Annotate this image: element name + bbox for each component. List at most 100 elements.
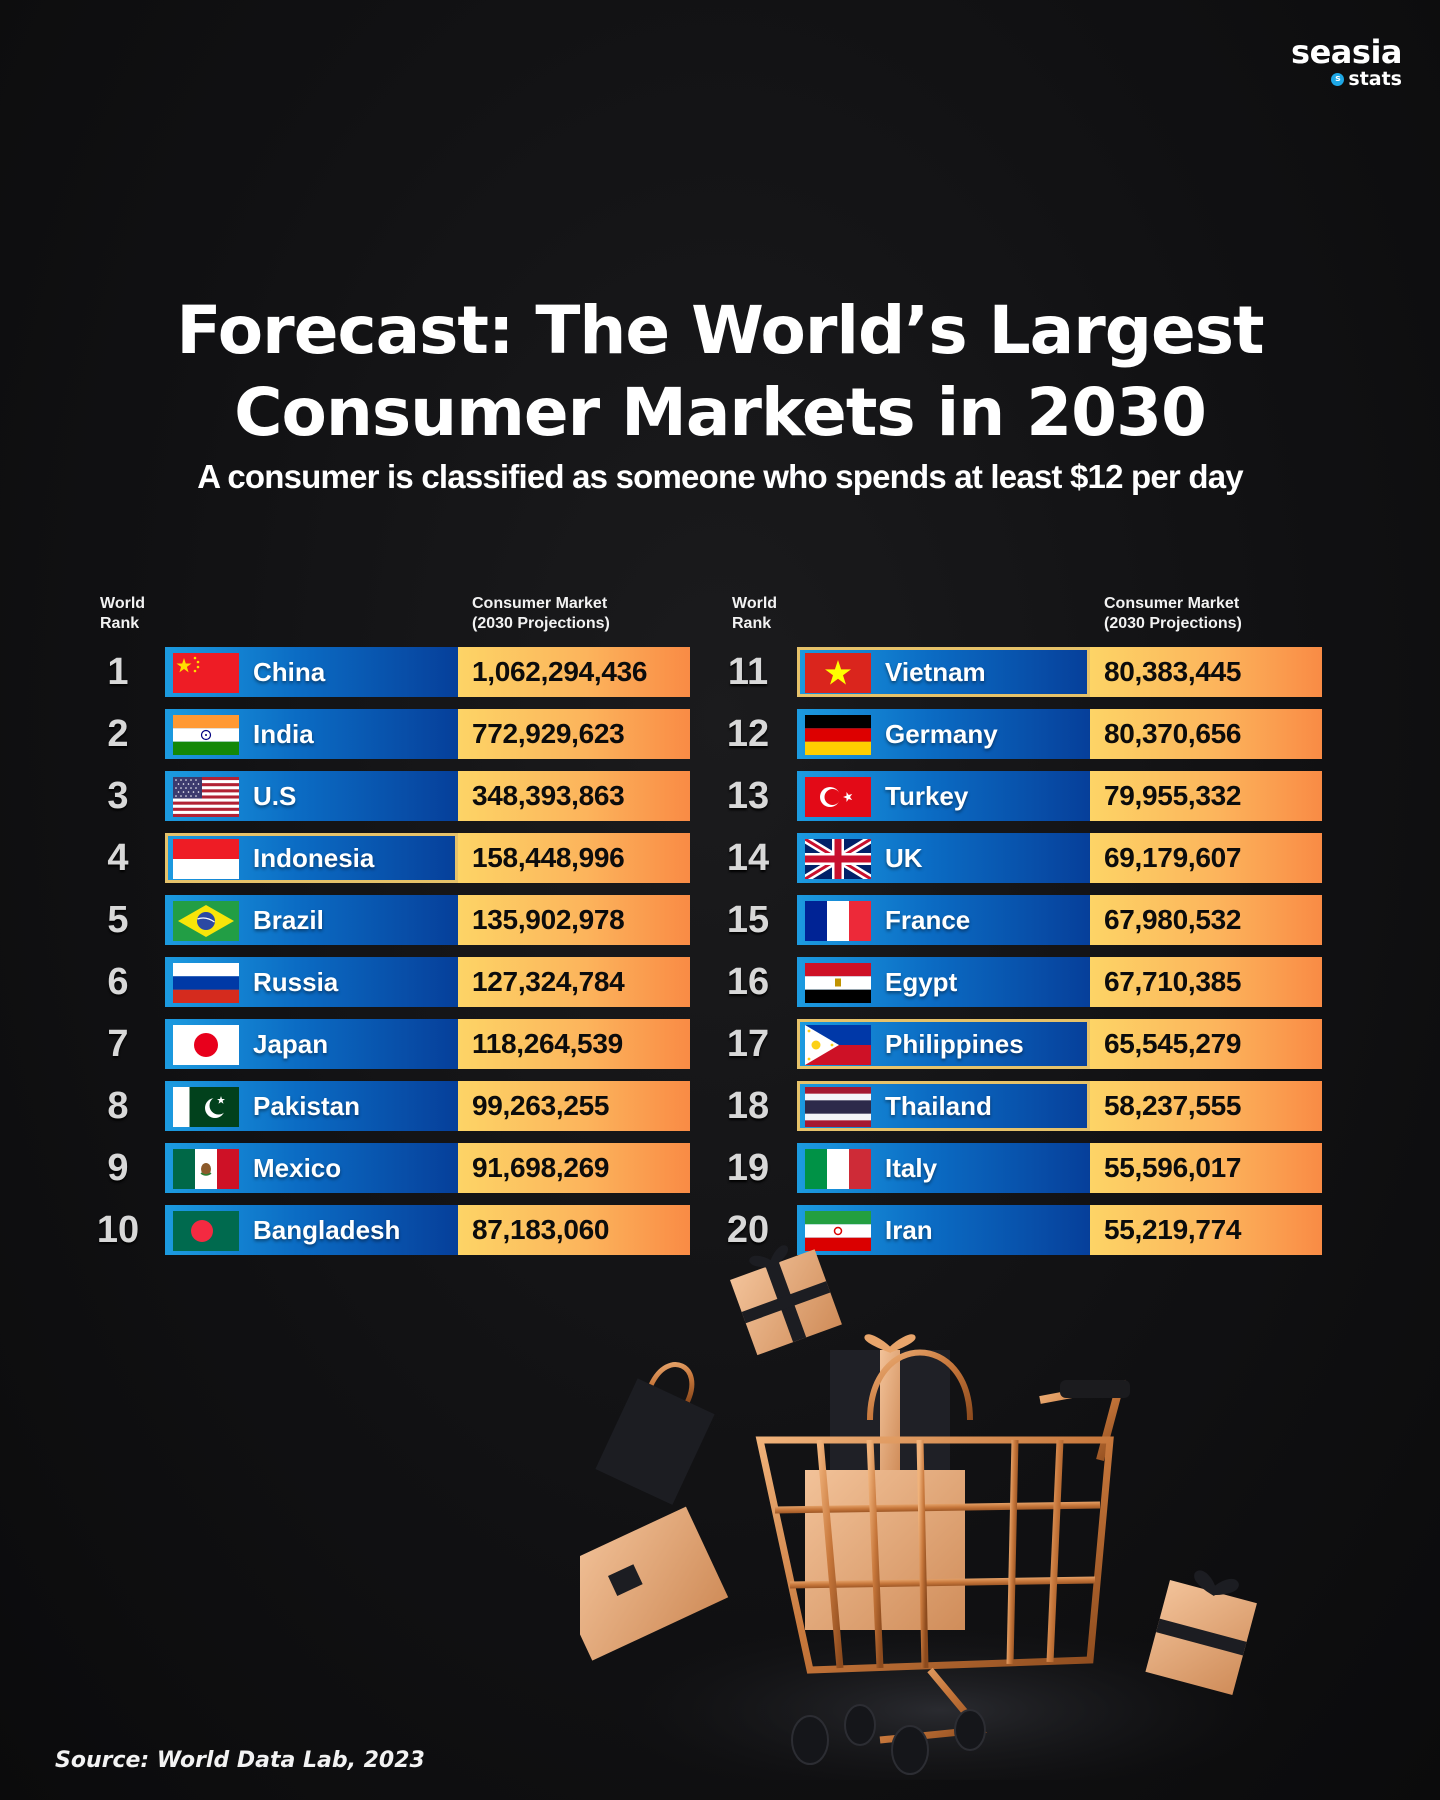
world-rank: 1 <box>107 651 129 693</box>
country-cell: UK <box>797 833 1090 883</box>
world-rank: 2 <box>107 713 129 755</box>
table-row: 16 Egypt 67,710,385 <box>0 956 1440 1008</box>
table-row: 7 Japan 118,264,539 <box>0 1018 1440 1070</box>
table-row: 10 Bangladesh 87,183,060 <box>0 1204 1440 1256</box>
market-value-cell: 69,179,607 <box>1090 833 1322 883</box>
world-rank: 17 <box>726 1023 770 1065</box>
market-value-cell: 55,596,017 <box>1090 1143 1322 1193</box>
world-rank: 15 <box>726 899 770 941</box>
market-header-line-1: Consumer Market <box>1104 595 1240 612</box>
world-rank: 10 <box>96 1209 140 1251</box>
country-cell: Vietnam <box>797 647 1090 697</box>
rank-header-line-1: World <box>732 595 778 612</box>
table-row: 1 China 1,062,294,436 <box>0 646 1440 698</box>
table-row: 2 India 772,929,623 <box>0 708 1440 760</box>
country-bar: Bangladesh 87,183,060 <box>165 1205 690 1255</box>
mexico-flag-icon <box>173 1149 239 1189</box>
country-name: Vietnam <box>885 657 986 687</box>
country-name: Egypt <box>885 967 958 997</box>
egypt-flag-icon <box>805 963 871 1003</box>
market-value-cell: 67,980,532 <box>1090 895 1322 945</box>
world-rank: 13 <box>726 775 770 817</box>
germany-flag-icon <box>805 715 871 755</box>
market-value-cell: 80,370,656 <box>1090 709 1322 759</box>
table-row: 8 Pakistan 99,263,255 <box>0 1080 1440 1132</box>
country-cell: Germany <box>797 709 1090 759</box>
world-rank: 9 <box>107 1147 129 1189</box>
rank-header-right: World Rank <box>732 594 777 634</box>
country-bar: France 67,980,532 <box>797 895 1322 945</box>
country-cell: Bangladesh <box>165 1205 458 1255</box>
logo-sub: s stats <box>1291 68 1402 90</box>
country-bar: UK 69,179,607 <box>797 833 1322 883</box>
country-name: U.S <box>253 781 297 811</box>
world-rank: 20 <box>726 1209 770 1251</box>
brazil-flag-icon <box>173 901 239 941</box>
country-cell: Iran <box>797 1205 1090 1255</box>
world-rank: 4 <box>107 837 129 879</box>
country-cell: France <box>797 895 1090 945</box>
country-cell: Philippines <box>797 1019 1090 1069</box>
japan-flag-icon <box>173 1025 239 1065</box>
consumer-market-value: 99,263,255 <box>472 1090 610 1121</box>
world-rank: 16 <box>726 961 770 1003</box>
page-title: Forecast: The World’s Largest Consumer M… <box>0 290 1440 454</box>
world-rank: 3 <box>107 775 129 817</box>
market-value-cell: 91,698,269 <box>458 1143 690 1193</box>
title-line-1: Forecast: The World’s Largest <box>176 292 1264 369</box>
country-bar: Turkey 79,955,332 <box>797 771 1322 821</box>
country-cell: Thailand <box>797 1081 1090 1131</box>
consumer-market-value: 80,383,445 <box>1104 656 1242 687</box>
country-cell: India <box>165 709 458 759</box>
table-row: 11 Vietnam 80,383,445 <box>0 646 1440 698</box>
world-rank: 5 <box>107 899 129 941</box>
market-value-cell: 772,929,623 <box>458 709 690 759</box>
vietnam-flag-icon <box>805 653 871 693</box>
world-rank: 14 <box>726 837 770 879</box>
consumer-market-value: 55,219,774 <box>1104 1214 1242 1245</box>
country-cell: Pakistan <box>165 1081 458 1131</box>
country-cell: Japan <box>165 1019 458 1069</box>
country-name: China <box>253 657 326 687</box>
market-value-cell: 135,902,978 <box>458 895 690 945</box>
market-value-cell: 55,219,774 <box>1090 1205 1322 1255</box>
consumer-market-value: 118,264,539 <box>472 1028 623 1059</box>
country-name: Pakistan <box>253 1091 360 1121</box>
consumer-market-value: 80,370,656 <box>1104 718 1242 749</box>
table-row: 18 Thailand 58,237,555 <box>0 1080 1440 1132</box>
market-header-line-1: Consumer Market <box>472 595 608 612</box>
consumer-market-value: 91,698,269 <box>472 1152 610 1183</box>
country-bar: Mexico 91,698,269 <box>165 1143 690 1193</box>
rank-header-line-2: Rank <box>100 615 140 632</box>
world-rank: 8 <box>107 1085 129 1127</box>
title-line-2: Consumer Markets in 2030 <box>234 374 1207 451</box>
consumer-market-value: 135,902,978 <box>472 904 625 935</box>
china-flag-icon <box>173 653 239 693</box>
table-row: 5 Brazil 135,902,978 <box>0 894 1440 946</box>
bangladesh-flag-icon <box>173 1211 239 1251</box>
table-row: 13 Turkey 79,955,332 <box>0 770 1440 822</box>
market-value-cell: 58,237,555 <box>1090 1081 1322 1131</box>
country-bar: Thailand 58,237,555 <box>797 1081 1322 1131</box>
table-row: 14 UK 69,179,607 <box>0 832 1440 884</box>
country-name: Mexico <box>253 1153 342 1183</box>
country-name: Brazil <box>253 905 324 935</box>
world-rank: 7 <box>107 1023 129 1065</box>
russia-flag-icon <box>173 963 239 1003</box>
consumer-market-value: 127,324,784 <box>472 966 625 997</box>
shopping-cart-with-gifts-illustration <box>580 1245 1270 1780</box>
country-name: Philippines <box>885 1029 1024 1059</box>
consumer-market-value: 67,710,385 <box>1104 966 1242 997</box>
table-row: 15 France 67,980,532 <box>0 894 1440 946</box>
country-name: Indonesia <box>253 843 375 873</box>
country-bar: Japan 118,264,539 <box>165 1019 690 1069</box>
philippines-flag-icon <box>805 1025 871 1065</box>
market-value-cell: 99,263,255 <box>458 1081 690 1131</box>
turkey-flag-icon <box>805 777 871 817</box>
country-bar: Egypt 67,710,385 <box>797 957 1322 1007</box>
country-bar: China 1,062,294,436 <box>165 647 690 697</box>
country-name: India <box>253 719 314 749</box>
country-bar: Italy 55,596,017 <box>797 1143 1322 1193</box>
country-name: France <box>885 905 971 935</box>
market-value-cell: 65,545,279 <box>1090 1019 1322 1069</box>
